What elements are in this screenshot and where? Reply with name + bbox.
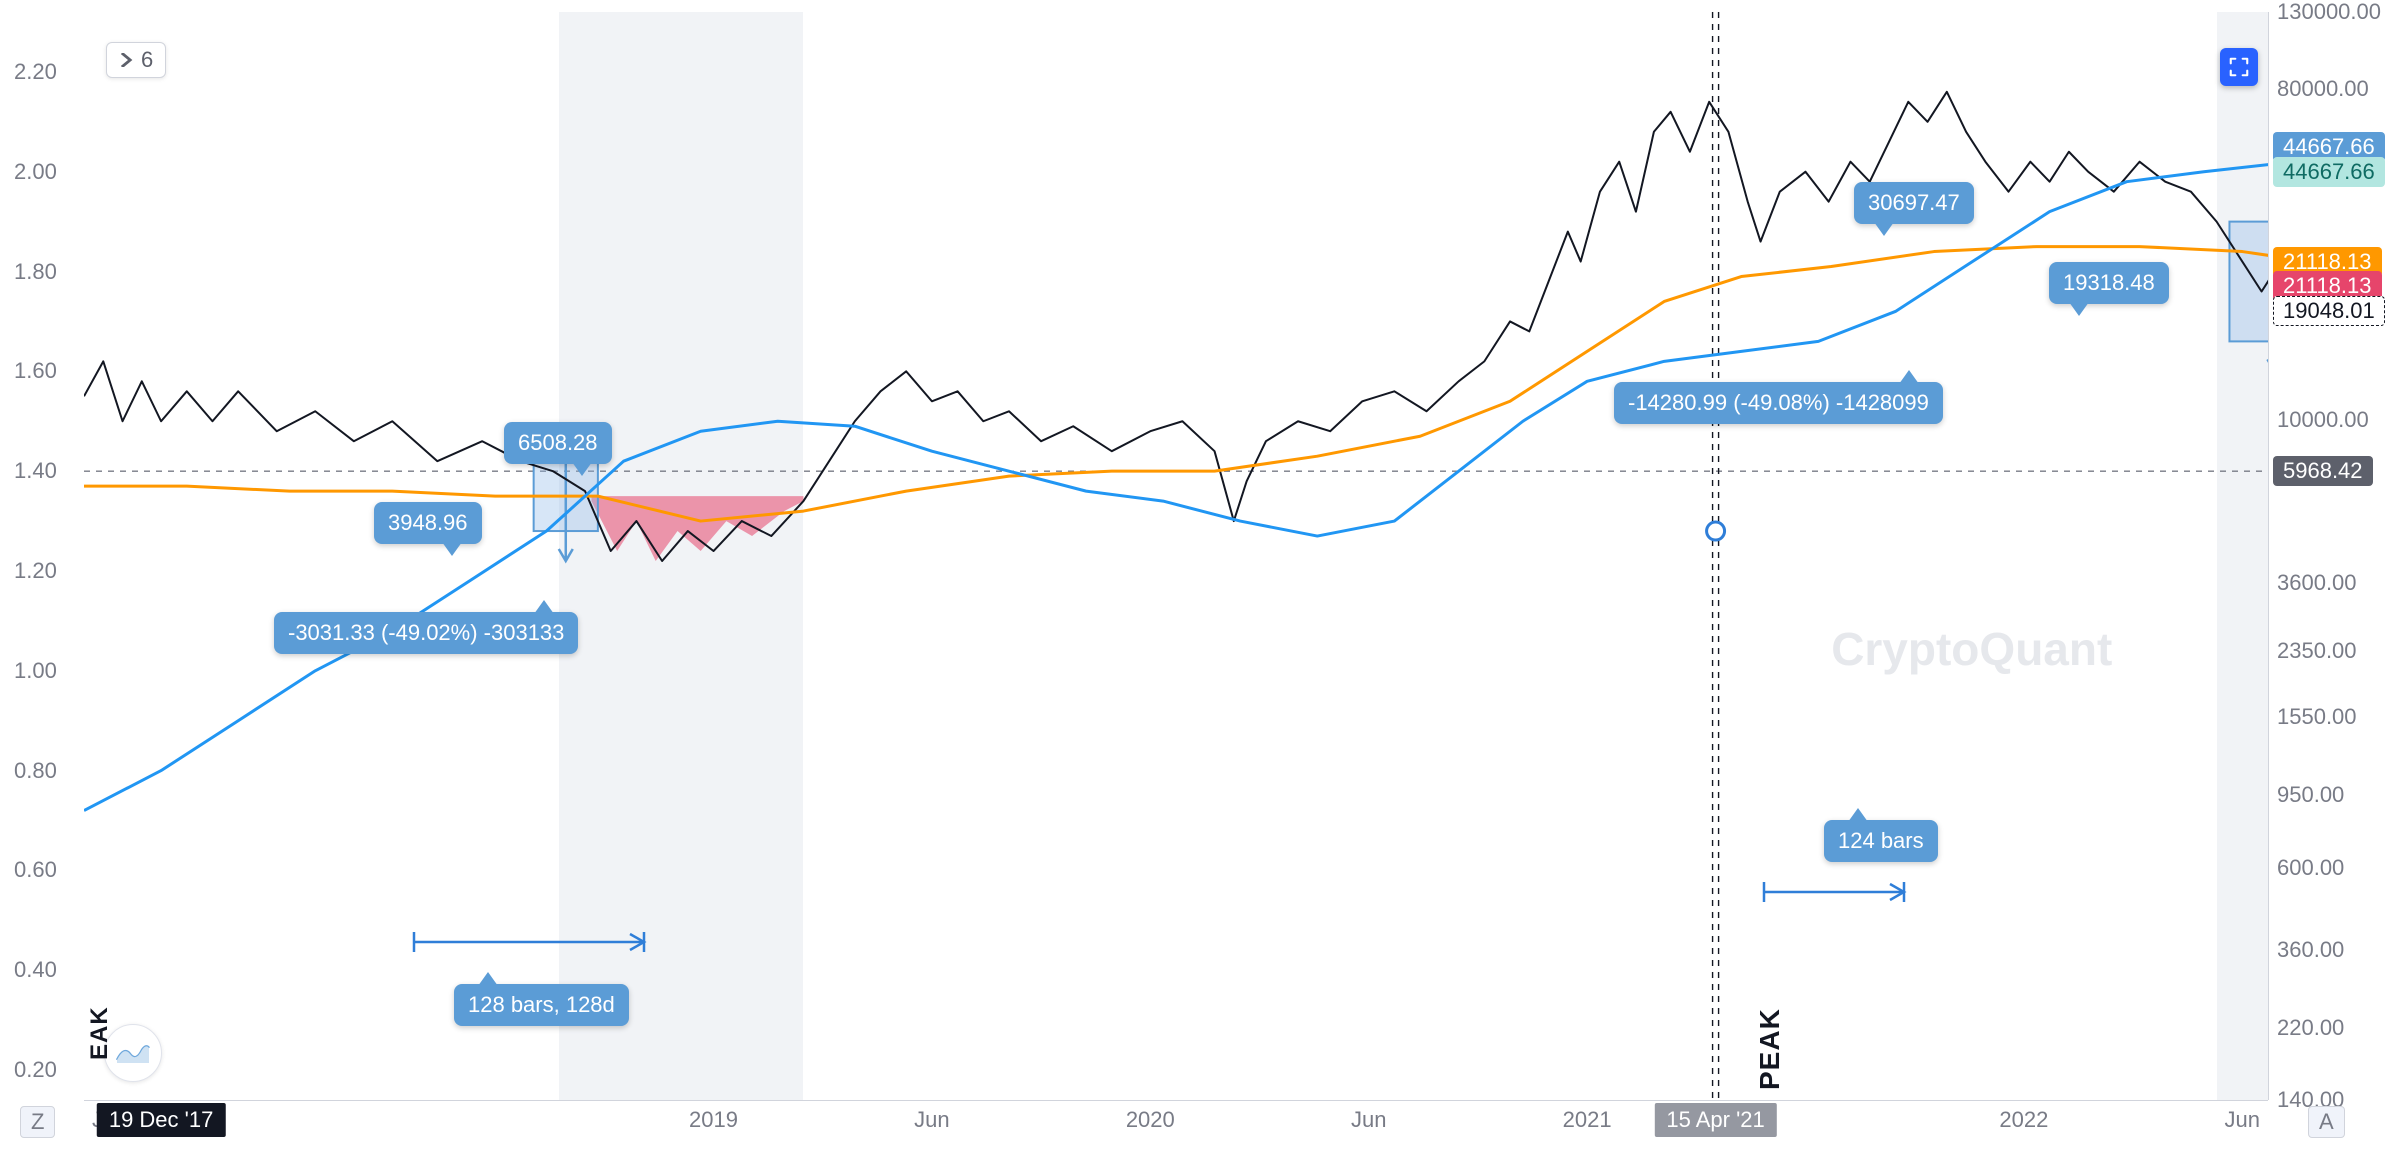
- left-axis-tick: 1.00: [14, 658, 57, 684]
- left-axis-tick: 0.20: [14, 1057, 57, 1083]
- callout-c2[interactable]: 3948.96: [374, 502, 482, 544]
- right-axis-tick: 220.00: [2277, 1015, 2344, 1041]
- callout-c6[interactable]: 19318.48: [2049, 262, 2169, 304]
- time-axis-date-badge: 15 Apr '21: [1654, 1103, 1776, 1137]
- right-price-axis[interactable]: 140.00220.00360.00600.00950.001550.00235…: [2268, 12, 2386, 1100]
- right-scale-badge[interactable]: A: [2308, 1106, 2345, 1138]
- time-axis-tick: Jun: [1351, 1107, 1386, 1133]
- measure-box: [2229, 222, 2268, 342]
- left-axis-tick: 2.20: [14, 59, 57, 85]
- callout-c5[interactable]: 30697.47: [1854, 182, 1974, 224]
- peak-label: PEAK: [1754, 1008, 1786, 1090]
- bars-dropdown-label: 6: [141, 47, 153, 73]
- right-axis-tick: 80000.00: [2277, 76, 2369, 102]
- right-axis-tick: 130000.00: [2277, 0, 2381, 25]
- callout-c8[interactable]: 124 bars: [1824, 820, 1938, 862]
- snapshot-icon: [2228, 56, 2250, 78]
- left-axis-tick: 1.20: [14, 558, 57, 584]
- left-scale-badge[interactable]: Z: [20, 1106, 55, 1138]
- right-axis-tick: 360.00: [2277, 937, 2344, 963]
- chevron-right-icon: [119, 53, 133, 67]
- snapshot-button[interactable]: [2220, 48, 2258, 86]
- time-axis-tick: Jun: [2225, 1107, 2260, 1133]
- left-axis-tick: 0.60: [14, 857, 57, 883]
- peak-marker: [1707, 522, 1725, 540]
- underwater-fill: [591, 496, 803, 561]
- chart-plot-area[interactable]: CryptoQuant: [84, 12, 2268, 1100]
- left-axis-tick: 2.00: [14, 159, 57, 185]
- time-axis-tick: Jun: [914, 1107, 949, 1133]
- left-axis-tick: 1.80: [14, 259, 57, 285]
- right-axis-tick: 3600.00: [2277, 570, 2357, 596]
- time-axis-tick: 2019: [689, 1107, 738, 1133]
- time-axis-tick: 2020: [1126, 1107, 1175, 1133]
- right-axis-tick: 10000.00: [2277, 407, 2369, 433]
- peak-label-truncated: EAK: [86, 1006, 114, 1060]
- callout-c4[interactable]: 128 bars, 128d: [454, 984, 629, 1026]
- price-axis-ref: 5968.42: [2273, 456, 2373, 486]
- watermark: CryptoQuant: [1831, 623, 2112, 675]
- right-axis-tick: 2350.00: [2277, 638, 2357, 664]
- right-axis-tick: 1550.00: [2277, 704, 2357, 730]
- left-axis-tick: 0.40: [14, 957, 57, 983]
- left-axis-tick: 1.40: [14, 458, 57, 484]
- area-chart-icon: [116, 1042, 150, 1064]
- chart-svg: CryptoQuant: [84, 12, 2268, 1100]
- right-axis-tick: 950.00: [2277, 782, 2344, 808]
- left-axis-tick: 1.60: [14, 358, 57, 384]
- callout-c7[interactable]: -14280.99 (-49.08%) -1428099: [1614, 382, 1943, 424]
- time-axis-tick: 2022: [1999, 1107, 2048, 1133]
- callout-c3[interactable]: -3031.33 (-49.02%) -303133: [274, 612, 578, 654]
- time-axis-tick: 2021: [1563, 1107, 1612, 1133]
- right-axis-tick: 600.00: [2277, 855, 2344, 881]
- price-axis-last: 19048.01: [2273, 296, 2385, 326]
- bars-dropdown[interactable]: 6: [106, 42, 166, 78]
- price-axis-badge: 44667.66: [2273, 157, 2385, 187]
- time-axis[interactable]: Jun2019Jun2020Jun20212022Jun19 Dec '1715…: [84, 1100, 2268, 1148]
- time-axis-date-badge: 19 Dec '17: [97, 1103, 226, 1137]
- callout-c1[interactable]: 6508.28: [504, 422, 612, 464]
- left-axis-tick: 0.80: [14, 758, 57, 784]
